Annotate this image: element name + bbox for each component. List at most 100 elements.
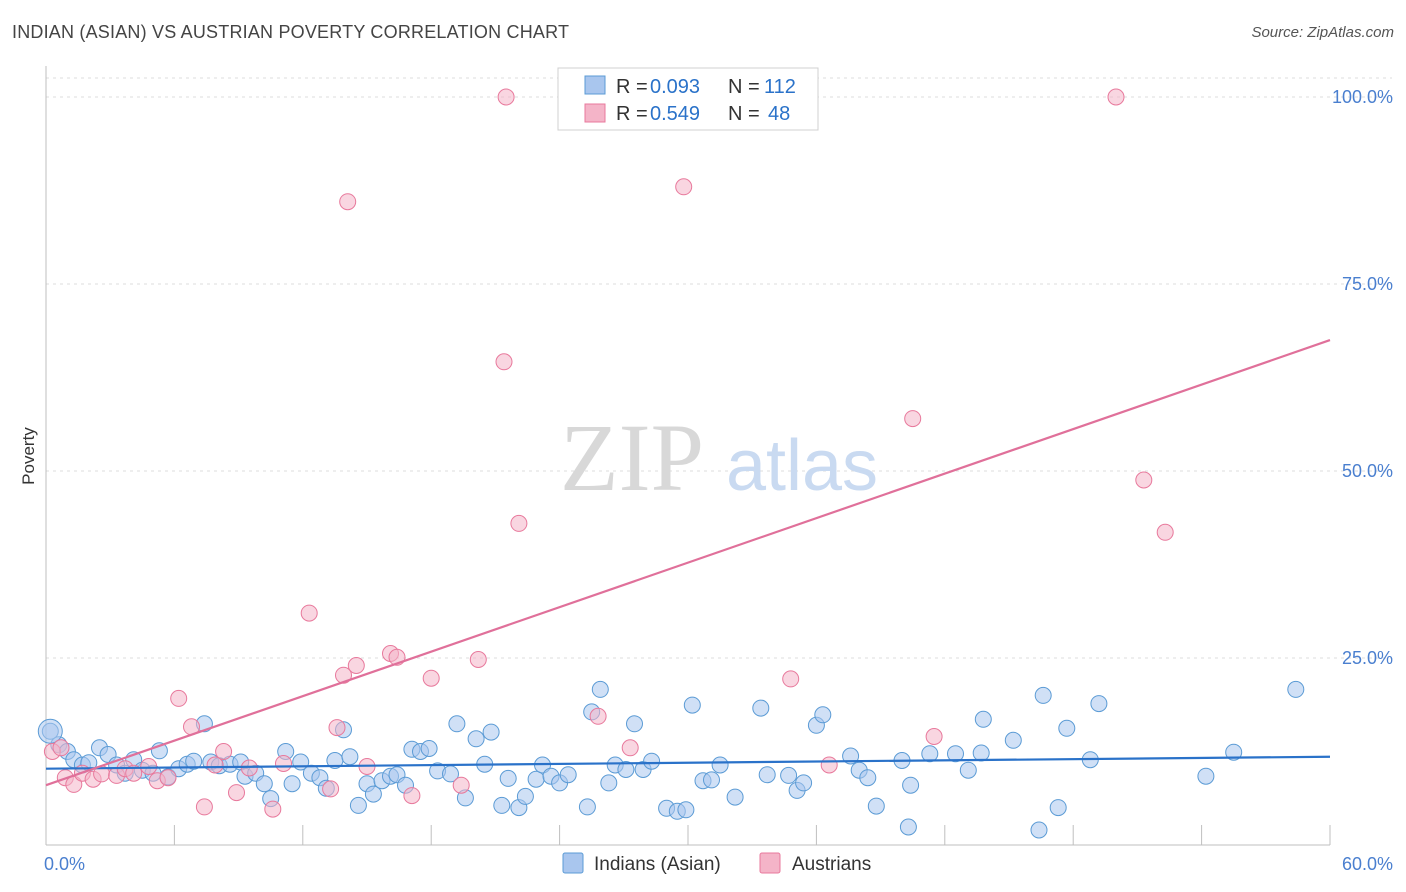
stats-n-label-pink: N =	[728, 103, 760, 125]
austrians-point-18	[228, 784, 245, 802]
austrians-point-43	[904, 410, 922, 428]
grid-lines	[46, 77, 1392, 659]
stats-swatch-blue	[584, 75, 606, 95]
watermark-zip: ZIP	[560, 404, 704, 511]
austrians-point-37	[510, 514, 528, 532]
austrians-point-44	[925, 728, 943, 745]
austrians-point-21	[275, 755, 292, 772]
austrians-point-9	[125, 764, 143, 782]
austrians-point-17	[215, 743, 233, 760]
series-indians-asian	[37, 680, 1305, 839]
austrians-point-22	[300, 604, 318, 622]
stats-n-value-pink: 48	[768, 103, 790, 125]
y-tick-label-0: 25.0%	[1342, 648, 1393, 668]
indians-point-81	[780, 766, 798, 784]
stats-r-value-pink: 0.549	[650, 103, 700, 125]
austrians-point-19	[240, 759, 258, 777]
chart-title: INDIAN (ASIAN) VS AUSTRIAN POVERTY CORRE…	[12, 22, 570, 42]
indians-point-79	[752, 699, 770, 717]
indians-point-96	[972, 744, 990, 762]
legend: Indians (Asian) Austrians	[562, 852, 871, 875]
indians-point-67	[617, 761, 635, 778]
indians-point-50	[467, 730, 485, 748]
austrians-point-38	[589, 707, 607, 725]
indians-point-62	[578, 798, 596, 816]
indians-point-28	[283, 775, 301, 793]
austrians-point-24	[328, 719, 346, 737]
x-tick-label-min: 0.0%	[44, 854, 85, 874]
indians-point-86	[842, 747, 860, 765]
indians-point-80	[758, 766, 776, 784]
series-austrians	[43, 88, 1174, 818]
y-tick-label-2: 75.0%	[1342, 274, 1393, 294]
watermark-atlas: atlas	[726, 426, 878, 506]
indians-point-76	[703, 771, 720, 789]
austrians-point-27	[347, 657, 365, 674]
austrians-point-45	[1107, 88, 1125, 106]
austrians-point-35	[495, 353, 513, 371]
austrians-point-32	[422, 669, 440, 687]
indians-point-85	[814, 706, 832, 724]
stats-box: R = 0.093 N = 112 R = 0.549 N = 48	[557, 67, 819, 131]
stats-swatch-pink	[584, 103, 606, 123]
austrians-point-41	[782, 670, 800, 688]
indians-point-93	[921, 745, 939, 763]
austrians-point-23	[322, 780, 340, 798]
indians-point-52	[482, 723, 500, 741]
indians-point-35	[341, 748, 359, 766]
indians-point-102	[1058, 719, 1076, 737]
y-axis-label: Poverty	[19, 427, 38, 485]
trend-line-indians	[45, 755, 1331, 770]
legend-swatch-austrians	[759, 852, 781, 874]
trend-lines	[45, 339, 1331, 787]
x-tick-label-max: 60.0%	[1342, 854, 1393, 874]
indians-point-77	[711, 756, 729, 774]
indians-point-107	[1287, 680, 1305, 698]
indians-point-83	[795, 774, 813, 792]
y-tick-label-3: 100.0%	[1332, 87, 1393, 107]
indians-point-36	[349, 796, 367, 814]
indians-point-74	[683, 696, 701, 714]
indians-point-48	[448, 715, 466, 733]
austrians-point-40	[675, 178, 693, 196]
legend-swatch-indians	[562, 852, 584, 874]
austrians-point-26	[339, 193, 357, 211]
indians-point-89	[867, 797, 885, 815]
axes	[45, 66, 1331, 846]
austrians-point-33	[452, 776, 470, 794]
indians-point-98	[1004, 731, 1022, 749]
indians-point-73	[677, 801, 695, 819]
indians-point-95	[959, 761, 977, 779]
austrians-point-47	[1156, 523, 1174, 541]
austrians-point-16	[206, 756, 224, 774]
austrians-point-42	[820, 756, 838, 774]
indians-point-54	[499, 769, 517, 787]
indians-point-91	[899, 818, 917, 836]
indians-point-61	[559, 766, 577, 784]
austrians-point-20	[264, 800, 282, 818]
indians-point-64	[591, 680, 609, 698]
indians-point-92	[902, 776, 920, 794]
indians-point-100	[1034, 686, 1052, 704]
indians-point-104	[1090, 695, 1108, 713]
indians-point-45	[420, 740, 438, 757]
austrians-point-34	[469, 651, 487, 668]
indians-point-101	[1049, 799, 1067, 817]
legend-label-indians: Indians (Asian)	[594, 854, 721, 875]
watermark: ZIP atlas	[560, 404, 878, 511]
stats-r-label-blue: R =	[616, 76, 648, 98]
indians-point-70	[643, 752, 661, 770]
tick-labels: 25.0% 50.0% 75.0% 100.0% 0.0% 60.0%	[44, 87, 1393, 874]
austrians-point-1	[52, 739, 70, 757]
austrians-point-15	[195, 798, 213, 816]
indians-point-38	[364, 785, 382, 803]
y-tick-label-1: 50.0%	[1342, 461, 1393, 481]
indians-point-78	[726, 788, 744, 806]
indians-point-25	[255, 775, 273, 793]
austrians-point-36	[497, 88, 515, 106]
austrians-point-39	[621, 739, 639, 757]
indians-point-65	[600, 774, 618, 792]
austrians-point-12	[159, 769, 177, 787]
austrians-point-13	[170, 689, 188, 707]
